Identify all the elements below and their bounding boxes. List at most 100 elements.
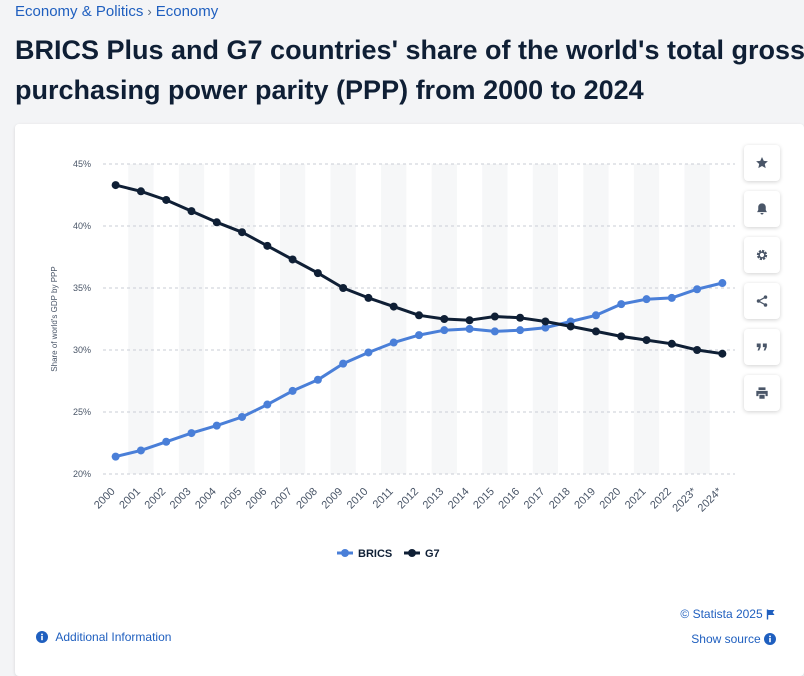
x-tick-label: 2011 xyxy=(371,486,396,511)
x-tick-label: 2001 xyxy=(117,486,143,512)
x-tick-label: 2016 xyxy=(496,486,522,512)
data-point-brics[interactable] xyxy=(617,300,626,309)
data-point-brics[interactable] xyxy=(111,452,120,461)
copyright-text: © Statista 2025 xyxy=(680,607,763,621)
x-tick-label: 2009 xyxy=(319,486,345,512)
data-point-g7[interactable] xyxy=(566,322,575,331)
data-point-brics[interactable] xyxy=(718,279,727,288)
quote-icon xyxy=(756,343,767,351)
page-title-line-1: BRICS Plus and G7 countries' share of th… xyxy=(15,35,804,65)
additional-information-link[interactable]: Additional Information xyxy=(36,630,171,644)
data-point-g7[interactable] xyxy=(364,293,373,302)
x-tick-label: 2005 xyxy=(218,486,244,512)
data-point-g7[interactable] xyxy=(415,311,423,320)
breadcrumb: Economy & Politics › Economy xyxy=(15,3,218,20)
x-tick-label: 2021 xyxy=(623,486,649,512)
data-point-brics[interactable] xyxy=(642,295,651,304)
grid-band xyxy=(633,164,660,474)
grid-band xyxy=(279,164,306,474)
series-line-g7 xyxy=(115,183,723,356)
data-point-g7[interactable] xyxy=(541,317,550,326)
data-point-g7[interactable] xyxy=(187,207,196,216)
x-tick-label: 2019 xyxy=(572,486,598,512)
x-tick-label: 2015 xyxy=(471,486,497,512)
data-point-g7[interactable] xyxy=(238,228,247,237)
data-point-g7[interactable] xyxy=(516,313,525,322)
share-button[interactable] xyxy=(744,283,780,319)
data-point-g7[interactable] xyxy=(389,302,398,311)
breadcrumb-separator: › xyxy=(147,4,152,19)
data-point-brics[interactable] xyxy=(162,437,171,446)
legend-label[interactable]: G7 xyxy=(425,548,440,560)
x-tick-label: 2000 xyxy=(92,486,118,512)
data-point-brics[interactable] xyxy=(667,293,676,302)
data-point-g7[interactable] xyxy=(693,346,702,354)
data-point-g7[interactable] xyxy=(136,187,145,196)
grid-band xyxy=(684,164,710,474)
data-point-g7[interactable] xyxy=(465,316,474,325)
data-point-brics[interactable] xyxy=(465,324,474,333)
data-point-g7[interactable] xyxy=(718,349,727,358)
data-point-g7[interactable] xyxy=(339,284,348,292)
cite-button[interactable] xyxy=(744,329,780,365)
legend-marker xyxy=(341,549,349,557)
copyright[interactable]: © Statista 2025 xyxy=(680,607,776,621)
x-tick-label: 2012 xyxy=(395,486,421,512)
data-point-brics[interactable] xyxy=(516,326,525,335)
data-point-brics[interactable] xyxy=(693,285,702,294)
x-tick-label: 2003 xyxy=(168,486,194,512)
data-point-g7[interactable] xyxy=(313,269,322,278)
data-point-brics[interactable] xyxy=(490,327,499,336)
y-tick-label: 20% xyxy=(73,469,91,479)
data-point-g7[interactable] xyxy=(111,181,120,190)
y-tick-label: 35% xyxy=(73,283,91,293)
data-point-brics[interactable] xyxy=(238,412,247,421)
data-point-brics[interactable] xyxy=(541,323,550,332)
data-point-brics[interactable] xyxy=(288,386,297,395)
legend-label[interactable]: BRICS xyxy=(358,548,392,560)
data-point-brics[interactable] xyxy=(339,359,348,368)
data-point-g7[interactable] xyxy=(490,312,499,321)
x-tick-label: 2002 xyxy=(143,486,169,512)
x-tick-label: 2008 xyxy=(294,486,320,512)
data-point-g7[interactable] xyxy=(212,218,221,227)
data-point-brics[interactable] xyxy=(440,326,449,335)
data-point-brics[interactable] xyxy=(263,400,272,409)
data-point-g7[interactable] xyxy=(440,315,449,323)
data-point-brics[interactable] xyxy=(591,311,600,320)
data-point-brics[interactable] xyxy=(212,421,221,430)
info-icon xyxy=(764,633,776,645)
data-point-g7[interactable] xyxy=(667,339,676,348)
print-icon xyxy=(756,387,768,399)
settings-button[interactable] xyxy=(744,237,780,273)
data-point-g7[interactable] xyxy=(162,195,171,204)
x-tick-label: 2023* xyxy=(670,485,699,514)
data-point-brics[interactable] xyxy=(136,446,145,455)
data-point-g7[interactable] xyxy=(617,332,626,341)
data-point-g7[interactable] xyxy=(263,241,272,250)
data-point-brics[interactable] xyxy=(364,348,373,357)
notification-button[interactable] xyxy=(744,191,780,227)
print-button[interactable] xyxy=(744,375,780,411)
show-source-link[interactable]: Show source xyxy=(691,632,776,646)
y-tick-label: 40% xyxy=(73,221,91,231)
x-tick-label: 2024* xyxy=(696,485,725,514)
x-tick-label: 2020 xyxy=(598,486,624,512)
x-tick-label: 2014 xyxy=(446,486,472,512)
data-point-brics[interactable] xyxy=(389,338,398,347)
y-axis-title: Share of world's GDP by PPP xyxy=(50,266,59,371)
x-tick-label: 2022 xyxy=(648,486,674,512)
data-point-g7[interactable] xyxy=(591,327,600,336)
breadcrumb-economy-politics[interactable]: Economy & Politics xyxy=(15,3,144,20)
y-tick-label: 45% xyxy=(73,159,91,169)
y-tick-label: 30% xyxy=(73,345,91,355)
data-point-brics[interactable] xyxy=(415,331,423,340)
page-title: BRICS Plus and G7 countries' share of th… xyxy=(15,30,804,110)
gear-icon xyxy=(756,249,768,261)
data-point-brics[interactable] xyxy=(187,429,196,438)
favorite-button[interactable] xyxy=(744,145,780,181)
breadcrumb-economy[interactable]: Economy xyxy=(155,3,219,20)
data-point-g7[interactable] xyxy=(642,336,651,345)
data-point-brics[interactable] xyxy=(313,375,322,384)
data-point-g7[interactable] xyxy=(288,255,297,264)
